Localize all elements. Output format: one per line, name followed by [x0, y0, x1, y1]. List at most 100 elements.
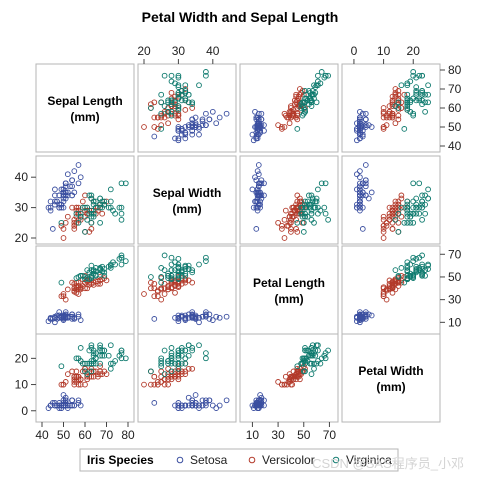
- data-point: [199, 402, 206, 409]
- data-point: [189, 99, 196, 106]
- data-point: [185, 314, 192, 321]
- data-point: [275, 219, 281, 226]
- data-point: [56, 314, 63, 321]
- data-point: [77, 381, 84, 388]
- data-point: [71, 381, 78, 388]
- data-point: [62, 183, 69, 190]
- data-point: [291, 373, 298, 380]
- data-point: [401, 279, 408, 286]
- data-point: [380, 235, 387, 241]
- data-point: [206, 116, 213, 123]
- legend-entry-label: Setosa: [190, 453, 228, 467]
- data-point: [64, 402, 71, 409]
- y-tick-label: 0: [21, 404, 28, 418]
- data-point: [357, 204, 363, 211]
- data-point: [107, 365, 114, 372]
- y-tick-label: 50: [448, 120, 462, 134]
- data-point: [392, 278, 399, 285]
- data-point: [389, 207, 396, 214]
- y-tick-label: 80: [448, 63, 462, 77]
- data-point: [419, 269, 425, 276]
- data-point: [175, 400, 182, 406]
- data-point: [88, 342, 95, 349]
- data-point: [52, 192, 58, 199]
- data-point: [410, 204, 417, 211]
- data-point: [257, 204, 263, 211]
- data-point: [192, 316, 199, 322]
- panel-frame-r1-c1: [137, 155, 237, 245]
- data-point: [410, 180, 417, 187]
- data-point: [389, 97, 396, 104]
- data-point: [357, 108, 363, 115]
- x-tick-label: 10: [377, 44, 391, 58]
- data-point: [175, 74, 182, 81]
- legend-title: Iris Species: [87, 453, 154, 467]
- data-point: [216, 314, 223, 321]
- data-point: [404, 204, 411, 211]
- data-point: [75, 291, 82, 297]
- data-point: [407, 210, 414, 217]
- diagonal-label: Petal Width: [358, 364, 423, 378]
- data-point: [60, 291, 67, 297]
- data-point: [254, 124, 261, 130]
- data-point: [84, 216, 91, 223]
- data-point: [52, 186, 58, 193]
- x-tick-label: 60: [78, 428, 92, 442]
- x-tick-label: 10: [246, 428, 260, 442]
- data-point: [60, 392, 67, 398]
- data-point: [380, 291, 387, 297]
- data-point: [253, 114, 260, 121]
- data-point: [168, 254, 175, 261]
- data-point: [168, 272, 175, 279]
- data-point: [182, 131, 189, 138]
- data-point: [368, 189, 375, 196]
- data-point: [175, 110, 182, 117]
- data-point: [45, 204, 52, 211]
- data-point: [284, 222, 290, 229]
- data-point: [196, 342, 202, 349]
- data-point: [416, 97, 423, 104]
- data-point: [413, 201, 420, 208]
- data-point: [60, 314, 67, 321]
- data-point: [67, 183, 73, 190]
- data-point: [380, 110, 387, 117]
- data-point: [77, 213, 84, 220]
- data-point: [289, 110, 296, 117]
- data-point: [362, 192, 369, 199]
- data-point: [192, 124, 199, 130]
- data-point: [395, 198, 402, 205]
- x-tick-label: 50: [57, 428, 71, 442]
- data-point: [289, 373, 296, 380]
- data-point: [357, 201, 363, 208]
- data-point: [255, 110, 262, 117]
- data-point: [302, 201, 308, 208]
- data-point: [79, 360, 86, 367]
- data-point: [291, 101, 298, 108]
- data-point: [182, 276, 189, 283]
- data-point: [77, 272, 84, 279]
- data-point: [196, 261, 202, 268]
- data-point: [223, 313, 230, 320]
- data-point: [354, 171, 360, 178]
- data-point: [77, 345, 84, 351]
- data-point: [175, 360, 182, 367]
- data-point: [86, 269, 93, 276]
- data-point: [64, 171, 71, 178]
- data-point: [398, 204, 405, 211]
- data-point: [97, 371, 103, 377]
- data-point: [257, 180, 263, 187]
- data-point: [383, 219, 390, 226]
- data-point: [213, 120, 220, 127]
- legend-entry-label: Virginica: [346, 453, 392, 467]
- data-point: [281, 124, 288, 130]
- data-point: [395, 279, 402, 286]
- data-point: [404, 207, 411, 214]
- data-point: [60, 195, 67, 202]
- panels-group: Sepal Length (mm) Sepal Width (mm) Petal Len…: [35, 63, 441, 423]
- data-point: [161, 72, 168, 79]
- data-point: [410, 258, 417, 264]
- data-point: [168, 112, 175, 119]
- data-point: [380, 105, 387, 111]
- data-point: [189, 127, 196, 134]
- data-point: [407, 99, 414, 106]
